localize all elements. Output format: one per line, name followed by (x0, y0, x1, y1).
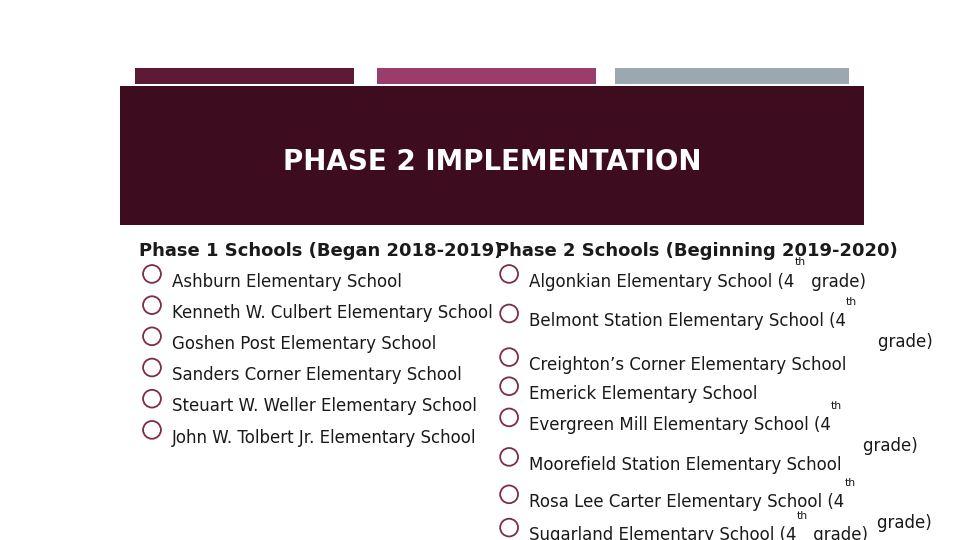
Bar (134, 68, 354, 84)
Text: grade): grade) (855, 493, 931, 532)
Text: John W. Tolbert Jr. Elementary School: John W. Tolbert Jr. Elementary School (172, 429, 476, 447)
Text: grade): grade) (805, 273, 866, 291)
Text: th: th (846, 297, 857, 307)
Text: th: th (831, 401, 842, 411)
Text: Sanders Corner Elementary School: Sanders Corner Elementary School (172, 366, 462, 384)
Text: grade): grade) (842, 416, 918, 455)
Text: grade): grade) (807, 526, 868, 540)
Text: Ashburn Elementary School: Ashburn Elementary School (172, 273, 402, 291)
Text: Algonkian Elementary School (4: Algonkian Elementary School (4 (529, 273, 795, 291)
Text: th: th (846, 297, 857, 307)
Bar (376, 68, 596, 84)
Text: th: th (797, 511, 807, 521)
Text: Belmont Station Elementary School (4: Belmont Station Elementary School (4 (529, 312, 846, 330)
Text: th: th (831, 401, 842, 411)
Text: Sugarland Elementary School (4: Sugarland Elementary School (4 (529, 526, 797, 540)
Text: grade): grade) (857, 312, 933, 351)
Text: Emerick Elementary School: Emerick Elementary School (529, 385, 757, 403)
Text: th: th (797, 511, 807, 521)
Text: th: th (795, 257, 805, 267)
Text: th: th (795, 257, 805, 267)
Text: PHASE 2 IMPLEMENTATION: PHASE 2 IMPLEMENTATION (283, 148, 701, 176)
Text: Evergreen Mill Elementary School (4: Evergreen Mill Elementary School (4 (529, 416, 831, 434)
Text: Goshen Post Elementary School: Goshen Post Elementary School (172, 335, 437, 353)
Bar (614, 68, 849, 84)
Text: Steuart W. Weller Elementary School: Steuart W. Weller Elementary School (172, 397, 477, 415)
Text: Phase 2 Schools (Beginning 2019-2020): Phase 2 Schools (Beginning 2019-2020) (495, 241, 898, 260)
Text: th: th (845, 478, 855, 488)
Text: Kenneth W. Culbert Elementary School: Kenneth W. Culbert Elementary School (172, 304, 492, 322)
Text: Rosa Lee Carter Elementary School (4: Rosa Lee Carter Elementary School (4 (529, 493, 845, 511)
Bar (120, 85, 864, 225)
Text: Moorefield Station Elementary School: Moorefield Station Elementary School (529, 456, 842, 474)
Text: th: th (845, 478, 855, 488)
Text: Phase 1 Schools (Began 2018-2019): Phase 1 Schools (Began 2018-2019) (138, 241, 502, 260)
Text: Creighton’s Corner Elementary School: Creighton’s Corner Elementary School (529, 356, 847, 374)
